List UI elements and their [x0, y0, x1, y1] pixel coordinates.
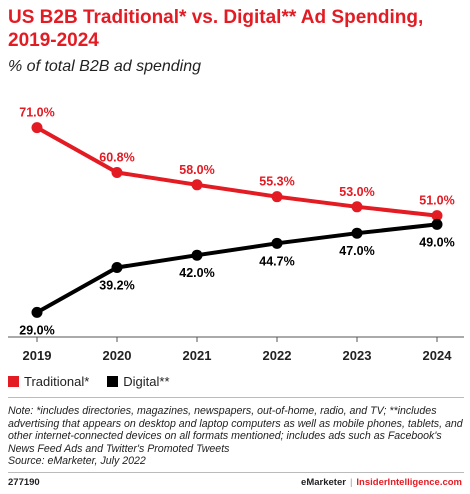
brand-emarketer: eMarketer	[301, 477, 346, 488]
data-label: 29.0%	[19, 323, 54, 337]
data-point	[351, 201, 363, 213]
legend-swatch-traditional	[8, 376, 19, 387]
data-point	[31, 306, 43, 318]
data-label: 71.0%	[19, 106, 54, 120]
legend-swatch-digital	[107, 376, 119, 387]
series-line-traditional	[36, 125, 438, 218]
series-line-digital	[36, 222, 438, 315]
brand-insider-intelligence: InsiderIntelligence.com	[356, 477, 462, 488]
data-point	[431, 218, 443, 230]
data-label: 42.0%	[179, 266, 214, 280]
x-tick-label: 2019	[23, 348, 52, 363]
data-label: 44.7%	[259, 254, 294, 268]
legend-label-digital: Digital**	[123, 374, 170, 389]
data-point	[351, 227, 363, 239]
data-point	[191, 179, 203, 191]
x-tick-label: 2021	[183, 348, 212, 363]
x-tick-label: 2024	[423, 348, 453, 363]
data-point	[271, 237, 283, 249]
legend-label-traditional: Traditional*	[24, 374, 90, 389]
source-text: Source: eMarketer, July 2022	[8, 455, 146, 468]
x-tick-label: 2022	[263, 348, 292, 363]
x-tick-label: 2020	[103, 348, 132, 363]
data-point	[191, 249, 203, 261]
chart-title: US B2B Traditional* vs. Digital** Ad Spe…	[8, 7, 424, 51]
chart-id: 277190	[8, 477, 40, 488]
data-label: 53.0%	[339, 185, 374, 199]
legend-item-traditional: Traditional*	[8, 374, 89, 389]
data-point	[431, 210, 443, 222]
data-point	[271, 191, 283, 203]
chart-note: Note: *includes directories, magazines, …	[8, 405, 466, 468]
data-label: 60.8%	[99, 150, 134, 164]
brand: eMarketer | InsiderIntelligence.com	[301, 477, 462, 488]
data-label: 55.3%	[259, 175, 294, 189]
legend-item-digital: Digital**	[107, 374, 170, 389]
divider-bottom	[8, 472, 464, 473]
data-point	[31, 122, 43, 134]
data-label: 58.0%	[179, 163, 214, 177]
data-label: 39.2%	[99, 279, 134, 293]
data-point	[111, 166, 123, 178]
divider-top	[8, 397, 464, 398]
brand-separator: |	[349, 477, 353, 488]
data-label: 49.0%	[419, 235, 454, 249]
x-tick-label: 2023	[343, 348, 372, 363]
legend: Traditional* Digital**	[8, 374, 180, 389]
line-chart: 2019 2020 2021 2022 2023 2024 71.0% 60.8% 58.0% 5…	[8, 106, 464, 363]
note-text: Note: *includes directories, magazines, …	[8, 405, 463, 455]
chart-subtitle: % of total B2B ad spending	[8, 58, 202, 75]
footer: 277190 eMarketer | InsiderIntelligence.com	[8, 477, 462, 488]
data-label: 47.0%	[339, 244, 374, 258]
data-label: 51.0%	[419, 194, 454, 208]
data-point	[111, 262, 123, 274]
